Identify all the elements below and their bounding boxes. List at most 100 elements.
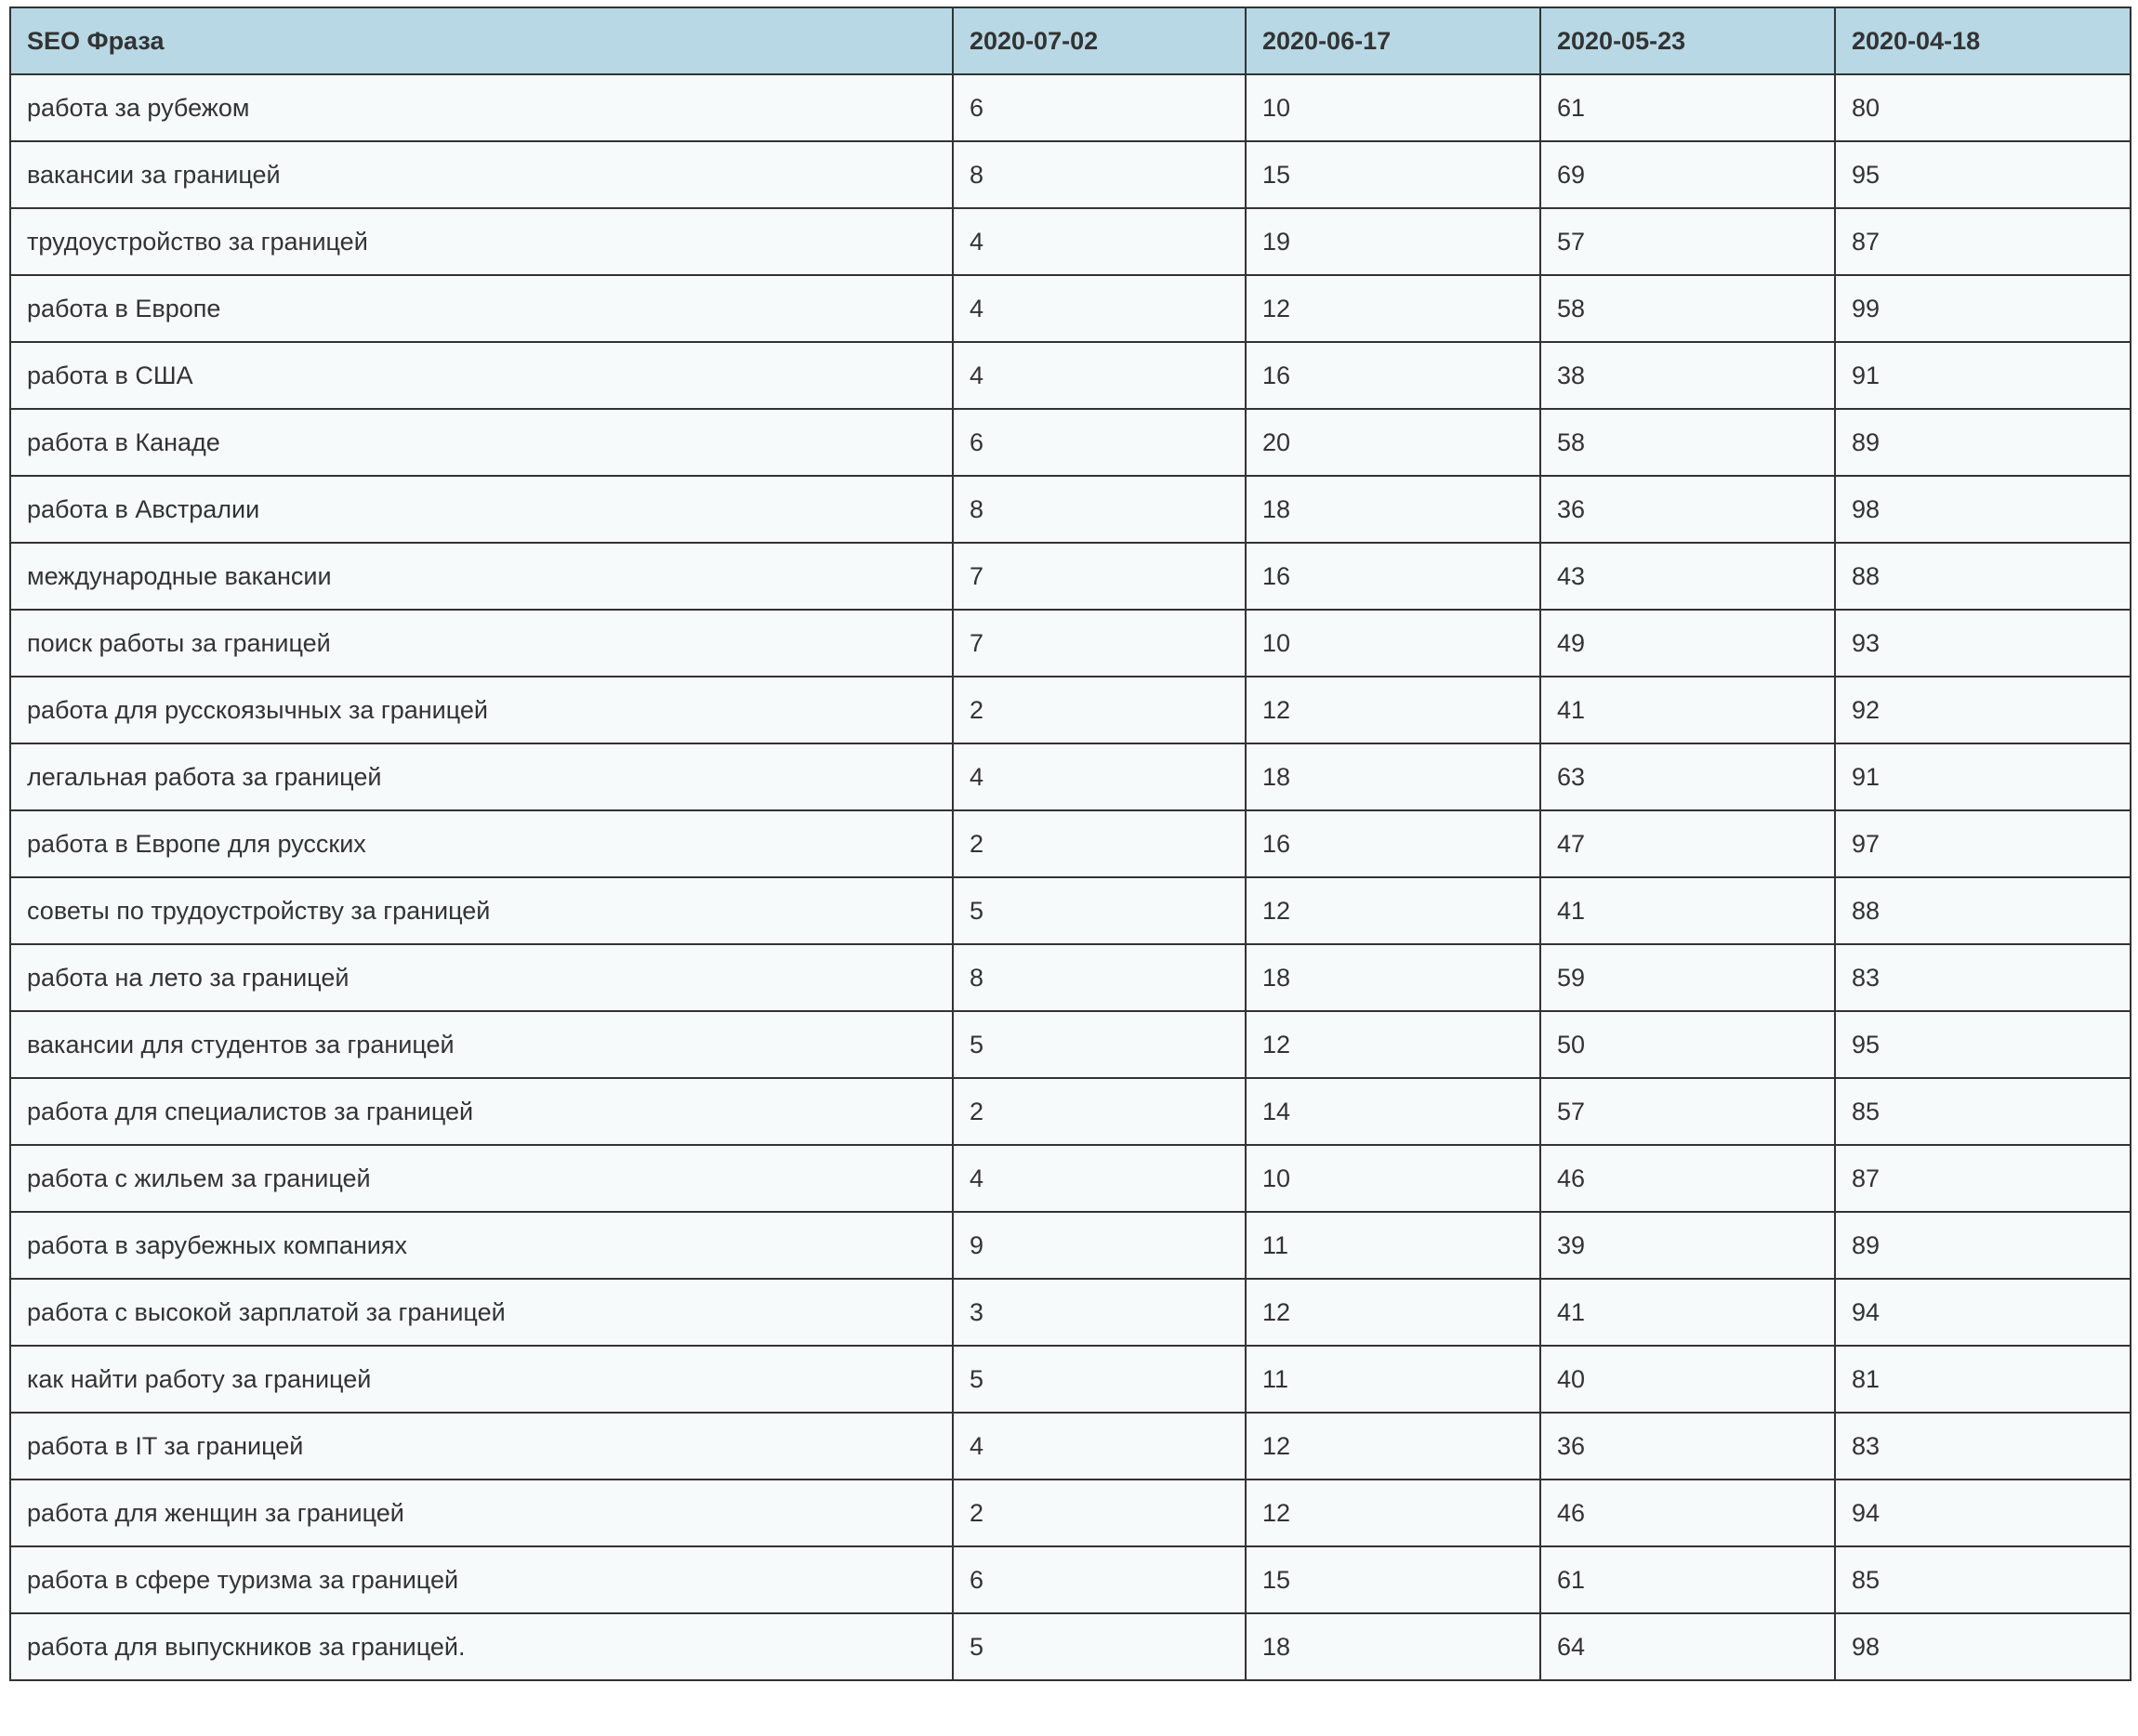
value-cell: 83 <box>1834 943 2131 1012</box>
phrase-cell: работа для женщин за границей <box>9 1479 954 1547</box>
table-row: работа в IT за границей 4 12 36 83 <box>9 1412 2131 1480</box>
value-cell: 16 <box>1245 542 1541 611</box>
value-cell: 2 <box>952 809 1247 878</box>
phrase-cell: поиск работы за границей <box>9 609 954 677</box>
value-cell: 18 <box>1245 475 1541 544</box>
value-cell: 85 <box>1834 1077 2131 1146</box>
column-header: 2020-07-02 <box>952 7 1247 75</box>
value-cell: 6 <box>952 408 1247 477</box>
value-cell: 46 <box>1539 1144 1836 1213</box>
value-cell: 3 <box>952 1278 1247 1347</box>
value-cell: 49 <box>1539 609 1836 677</box>
value-cell: 18 <box>1245 1612 1541 1681</box>
value-cell: 88 <box>1834 876 2131 945</box>
value-cell: 12 <box>1245 876 1541 945</box>
value-cell: 39 <box>1539 1211 1836 1280</box>
table-row: работа в Европе 4 12 58 99 <box>9 274 2131 343</box>
value-cell: 58 <box>1539 274 1836 343</box>
value-cell: 12 <box>1245 1412 1541 1480</box>
phrase-cell: работа для специалистов за границей <box>9 1077 954 1146</box>
value-cell: 5 <box>952 1345 1247 1414</box>
phrase-cell: вакансии за границей <box>9 140 954 209</box>
value-cell: 16 <box>1245 809 1541 878</box>
value-cell: 16 <box>1245 341 1541 410</box>
value-cell: 10 <box>1245 73 1541 142</box>
value-cell: 40 <box>1539 1345 1836 1414</box>
value-cell: 83 <box>1834 1412 2131 1480</box>
table-row: вакансии за границей 8 15 69 95 <box>9 140 2131 209</box>
value-cell: 8 <box>952 475 1247 544</box>
table-row: работа в США 4 16 38 91 <box>9 341 2131 410</box>
phrase-cell: вакансии для студентов за границей <box>9 1010 954 1079</box>
value-cell: 18 <box>1245 943 1541 1012</box>
header-row: SEO Фраза 2020-07-02 2020-06-17 2020-05-23 2… <box>9 7 2131 75</box>
column-header: 2020-06-17 <box>1245 7 1541 75</box>
phrase-cell: работа в зарубежных компаниях <box>9 1211 954 1280</box>
phrase-cell: международные вакансии <box>9 542 954 611</box>
value-cell: 64 <box>1539 1612 1836 1681</box>
phrase-cell: работа с высокой зарплатой за границей <box>9 1278 954 1347</box>
value-cell: 20 <box>1245 408 1541 477</box>
value-cell: 61 <box>1539 1545 1836 1614</box>
phrase-cell: работа с жильем за границей <box>9 1144 954 1213</box>
phrase-cell: как найти работу за границей <box>9 1345 954 1414</box>
phrase-cell: советы по трудоустройству за границей <box>9 876 954 945</box>
value-cell: 11 <box>1245 1345 1541 1414</box>
value-cell: 5 <box>952 1612 1247 1681</box>
value-cell: 19 <box>1245 207 1541 276</box>
table-row: советы по трудоустройству за границей 5 12… <box>9 876 2131 945</box>
value-cell: 91 <box>1834 743 2131 811</box>
phrase-cell: работа за рубежом <box>9 73 954 142</box>
value-cell: 87 <box>1834 1144 2131 1213</box>
column-header: SEO Фраза <box>9 7 954 75</box>
value-cell: 2 <box>952 1077 1247 1146</box>
table-row: как найти работу за границей 5 11 40 81 <box>9 1345 2131 1414</box>
value-cell: 12 <box>1245 1479 1541 1547</box>
value-cell: 57 <box>1539 207 1836 276</box>
table-row: работа с высокой зарплатой за границей 3 1… <box>9 1278 2131 1347</box>
phrase-cell: работа в Европе <box>9 274 954 343</box>
table-row: работа на лето за границей 8 18 59 83 <box>9 943 2131 1012</box>
value-cell: 12 <box>1245 274 1541 343</box>
phrase-cell: работа в США <box>9 341 954 410</box>
value-cell: 12 <box>1245 676 1541 744</box>
value-cell: 89 <box>1834 1211 2131 1280</box>
table-row: работа с жильем за границей 4 10 46 87 <box>9 1144 2131 1213</box>
value-cell: 9 <box>952 1211 1247 1280</box>
value-cell: 6 <box>952 73 1247 142</box>
value-cell: 15 <box>1245 1545 1541 1614</box>
value-cell: 43 <box>1539 542 1836 611</box>
value-cell: 38 <box>1539 341 1836 410</box>
table-row: работа в зарубежных компаниях 9 11 39 89 <box>9 1211 2131 1280</box>
value-cell: 7 <box>952 542 1247 611</box>
value-cell: 80 <box>1834 73 2131 142</box>
value-cell: 36 <box>1539 475 1836 544</box>
value-cell: 10 <box>1245 1144 1541 1213</box>
phrase-cell: легальная работа за границей <box>9 743 954 811</box>
value-cell: 50 <box>1539 1010 1836 1079</box>
phrase-cell: работа на лето за границей <box>9 943 954 1012</box>
value-cell: 36 <box>1539 1412 1836 1480</box>
table-row: работа в сфере туризма за границей 6 15 61 8… <box>9 1545 2131 1614</box>
value-cell: 41 <box>1539 676 1836 744</box>
value-cell: 4 <box>952 1412 1247 1480</box>
value-cell: 59 <box>1539 943 1836 1012</box>
value-cell: 98 <box>1834 1612 2131 1681</box>
value-cell: 10 <box>1245 609 1541 677</box>
value-cell: 4 <box>952 743 1247 811</box>
value-cell: 18 <box>1245 743 1541 811</box>
value-cell: 41 <box>1539 1278 1836 1347</box>
value-cell: 98 <box>1834 475 2131 544</box>
value-cell: 4 <box>952 1144 1247 1213</box>
table-row: работа для русскоязычных за границей 2 12 4… <box>9 676 2131 744</box>
value-cell: 69 <box>1539 140 1836 209</box>
table-row: трудоустройство за границей 4 19 57 87 <box>9 207 2131 276</box>
value-cell: 8 <box>952 140 1247 209</box>
value-cell: 12 <box>1245 1278 1541 1347</box>
phrase-cell: работа в Европе для русских <box>9 809 954 878</box>
value-cell: 47 <box>1539 809 1836 878</box>
value-cell: 94 <box>1834 1278 2131 1347</box>
column-header: 2020-05-23 <box>1539 7 1836 75</box>
value-cell: 5 <box>952 876 1247 945</box>
